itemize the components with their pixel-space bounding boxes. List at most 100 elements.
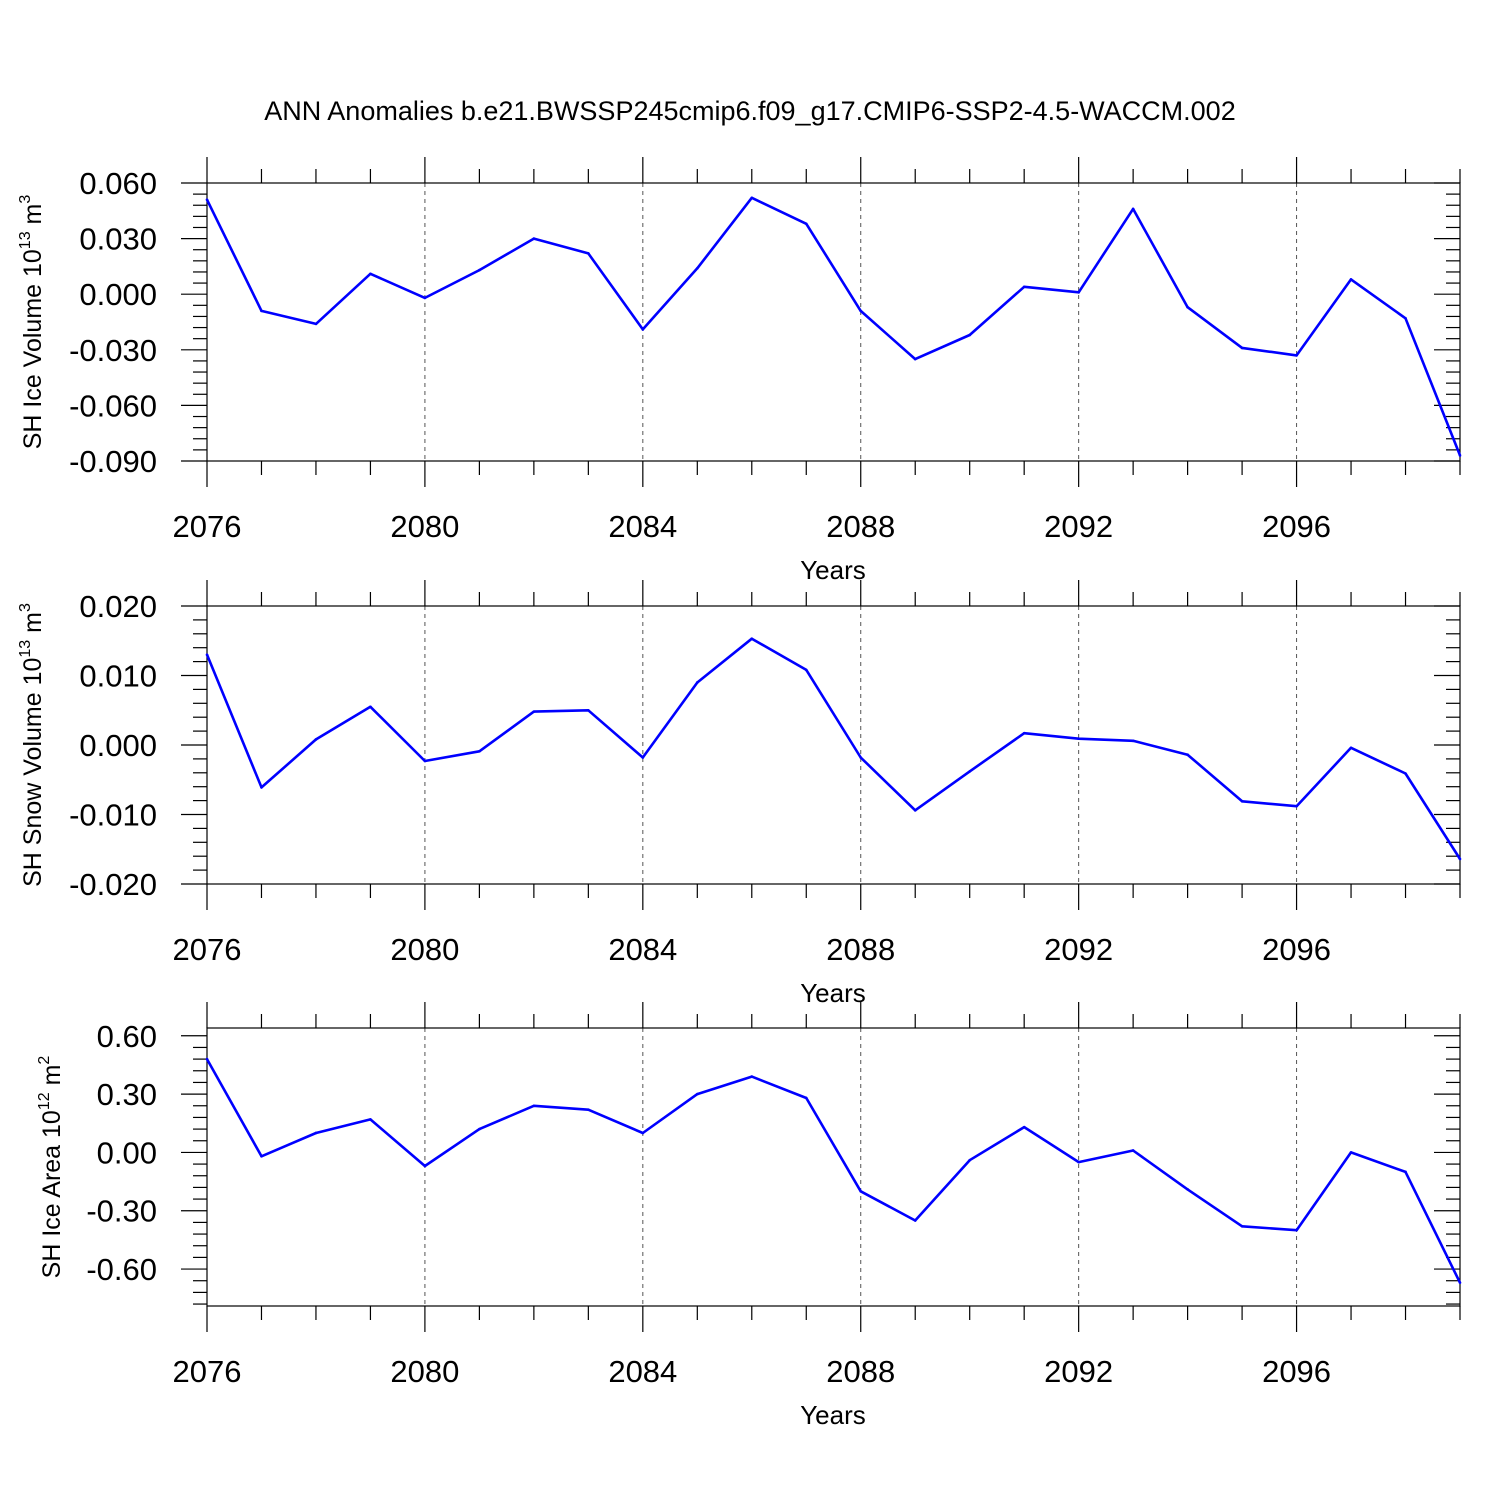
ice-area-data-point <box>859 1190 863 1193</box>
snow-volume-data-point <box>1131 739 1135 743</box>
ice-volume-data-point <box>369 272 372 276</box>
ice-area-x-tick-label: 2092 <box>1044 1354 1113 1389</box>
snow-volume-data-point <box>260 786 263 789</box>
snow-volume-y-tick-label: 0.010 <box>79 659 157 694</box>
ice-volume-data-point <box>1186 305 1189 309</box>
ice-area-data-point <box>968 1158 971 1162</box>
snow-volume-data-point <box>423 759 427 763</box>
snow-volume-data-point <box>369 705 372 709</box>
snow-volume-data-point <box>750 637 754 640</box>
ice-volume-x-tick-label: 2088 <box>826 509 895 544</box>
ice-volume-data-point <box>205 198 209 201</box>
ice-volume-y-tick-label: 0.030 <box>79 222 157 257</box>
ice-volume-data-point <box>423 296 427 300</box>
ice-area-data-point <box>804 1096 808 1100</box>
ice-volume-series-line <box>205 196 1462 456</box>
ice-volume-x-tick-label: 2096 <box>1262 509 1331 544</box>
ice-volume-data-point <box>260 309 263 313</box>
ice-area-data-point <box>1022 1125 1026 1129</box>
snow-volume-y-tick-label: -0.010 <box>69 798 157 833</box>
ice-volume-data-point <box>1404 316 1407 320</box>
ice-volume-data-point <box>1349 278 1353 281</box>
figure-title: ANN Anomalies b.e21.BWSSP245cmip6.f09_g1… <box>264 96 1235 126</box>
ice-area-y-axis-label-unit: m <box>38 1065 66 1093</box>
ice-area-data-point <box>1458 1281 1462 1284</box>
snow-volume-data-point <box>1240 799 1244 803</box>
ice-volume-y-axis-label-unit: m <box>19 204 47 232</box>
snow-volume-frame <box>206 605 1461 885</box>
ice-volume-data-point <box>1458 454 1462 457</box>
ice-volume-y-axis-label-unit-exponent: 3 <box>17 195 34 204</box>
ice-volume-data-point <box>478 268 481 272</box>
snow-volume-data-point <box>587 708 590 712</box>
ice-volume-x-tick-label: 2084 <box>608 509 677 544</box>
ice-area-data-point <box>260 1155 263 1158</box>
ice-area-y-axis-label: SH Ice Area 1012 m2 <box>36 1056 66 1279</box>
ice-area-data-point <box>750 1075 754 1078</box>
ice-area-x-tick-label: 2084 <box>608 1354 677 1389</box>
ice-volume-y-axis-label-text: SH Ice Volume 10 <box>19 249 47 449</box>
ice-area-data-point <box>1131 1149 1135 1152</box>
ice-volume-y-axis-label: SH Ice Volume 1013 m3 <box>17 195 47 450</box>
ice-volume-data-point <box>1077 291 1080 294</box>
ice-volume-x-tick-label: 2092 <box>1044 509 1113 544</box>
ice-area-y-axis-label-text: SH Ice Area 10 <box>38 1110 66 1278</box>
ice-area-data-point <box>913 1219 917 1222</box>
ice-volume-data-point <box>1295 354 1298 357</box>
snow-volume-y-axis-label: SH Snow Volume 1013 m3 <box>17 603 47 887</box>
snow-volume-y-axis-label-exponent: 13 <box>17 640 34 658</box>
ice-area-data-point <box>314 1131 318 1135</box>
ice-volume-data-point <box>1022 285 1026 289</box>
ice-area-y-tick-label: 0.60 <box>97 1019 157 1054</box>
ice-volume-data-point <box>641 328 645 331</box>
snow-volume-y-axis-label-unit-exponent: 3 <box>17 603 34 612</box>
ice-volume-data-point <box>804 222 808 226</box>
snow-volume-data-point <box>532 710 536 713</box>
snow-volume-data-point <box>859 756 863 759</box>
snow-volume-data-point <box>1022 731 1026 735</box>
ice-volume-x-tick-label: 2076 <box>173 509 242 544</box>
ice-area-data-point <box>641 1131 645 1135</box>
ice-volume-data-point <box>314 322 318 326</box>
ice-area-series-line <box>205 1058 1462 1284</box>
ice-volume-data-point <box>532 237 536 240</box>
ice-area-data-point <box>1404 1170 1407 1174</box>
ice-area-x-axis-label: Years <box>800 1400 866 1430</box>
ice-area-data-point <box>369 1118 372 1121</box>
ice-area-data-point <box>1295 1228 1298 1232</box>
snow-volume-data-point <box>641 756 645 759</box>
ice-area-y-tick-label: -0.60 <box>86 1252 157 1287</box>
ice-area-x-tick-label: 2076 <box>173 1354 242 1389</box>
ice-area-panel: 2076 2080 2084 2088 2092 2096 Years -0.60 -0.30 0… <box>36 1002 1462 1430</box>
ice-area-y-tick-label: 0.30 <box>97 1077 157 1112</box>
snow-volume-x-tick-label: 2096 <box>1262 932 1331 967</box>
ice-area-data-point <box>1186 1188 1189 1191</box>
ice-area-frame <box>206 1027 1461 1307</box>
ice-area-y-tick-label: -0.30 <box>86 1194 157 1229</box>
snow-volume-y-tick-label: -0.020 <box>69 867 157 902</box>
snow-volume-x-axis-label: Years <box>800 978 866 1008</box>
ice-area-x-tick-label: 2096 <box>1262 1354 1331 1389</box>
snow-volume-data-point <box>1295 804 1298 808</box>
ice-volume-data-point <box>859 309 863 313</box>
snow-volume-data-point <box>1077 737 1080 741</box>
ice-volume-y-tick-label: 0.000 <box>79 277 157 312</box>
ice-volume-y-tick-label: -0.090 <box>69 444 157 479</box>
snow-volume-data-point <box>1349 746 1353 750</box>
snow-volume-x-tick-label: 2080 <box>390 932 459 967</box>
ice-volume-data-point <box>587 252 590 255</box>
snow-volume-y-tick-label: 0.000 <box>79 728 157 763</box>
ice-area-y-axis-label-unit-exponent: 2 <box>36 1056 53 1065</box>
snow-volume-data-point <box>314 738 318 741</box>
ice-area-data-point <box>205 1057 209 1061</box>
ice-area-data-point <box>1077 1160 1080 1164</box>
snow-volume-data-point <box>804 668 808 672</box>
ice-volume-data-point <box>696 266 699 270</box>
ice-area-data-point <box>1349 1151 1353 1154</box>
ice-volume-x-axis-label: Years <box>800 555 866 585</box>
ice-volume-data-point <box>913 357 917 361</box>
snow-volume-series-line <box>205 637 1462 860</box>
snow-volume-data-point <box>913 809 917 812</box>
ice-volume-x-tick-label: 2080 <box>390 509 459 544</box>
